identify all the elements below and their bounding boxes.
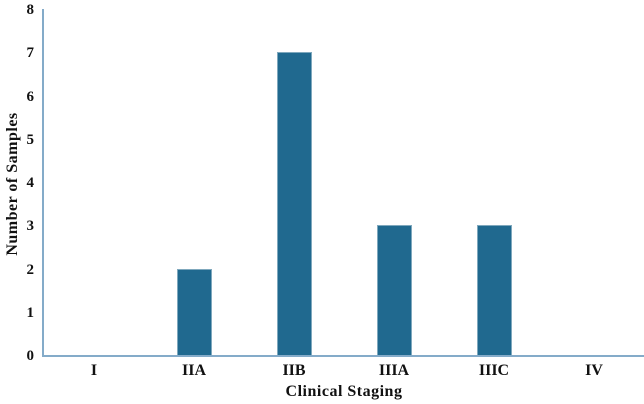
y-tick-label: 4 [26,175,35,191]
x-category-label-I: I [90,362,98,379]
y-tick-label: 6 [26,88,35,105]
y-tick-label: 8 [26,2,35,18]
y-tick-label: 0 [26,348,35,364]
x-category-label-IIIA: IIIA [378,362,410,379]
bar-IIIA [376,225,412,355]
x-category-label-IIA: IIA [181,362,206,379]
bars-container [44,9,644,355]
y-tick-label: 5 [26,131,35,148]
x-category-label-IIB: IIB [282,362,306,379]
bar-IIIC [476,225,512,355]
x-category-label-IV: IV [585,362,603,379]
x-category-label-IIIC: IIIC [478,362,510,379]
y-tick-label: 1 [26,304,35,321]
x-axis-category-labels: I IIA IIB IIIA IIIC IV [44,360,644,382]
y-axis-tick-labels: 0 1 2 3 4 5 6 7 8 [0,0,36,404]
plot-area [42,9,644,357]
y-tick-label: 2 [26,261,35,278]
y-tick-label: 7 [26,45,35,62]
bar-IIA [176,268,212,355]
y-tick-label: 3 [26,218,35,235]
x-axis-title: Clinical Staging [285,383,403,400]
bar-IIB [276,52,312,355]
